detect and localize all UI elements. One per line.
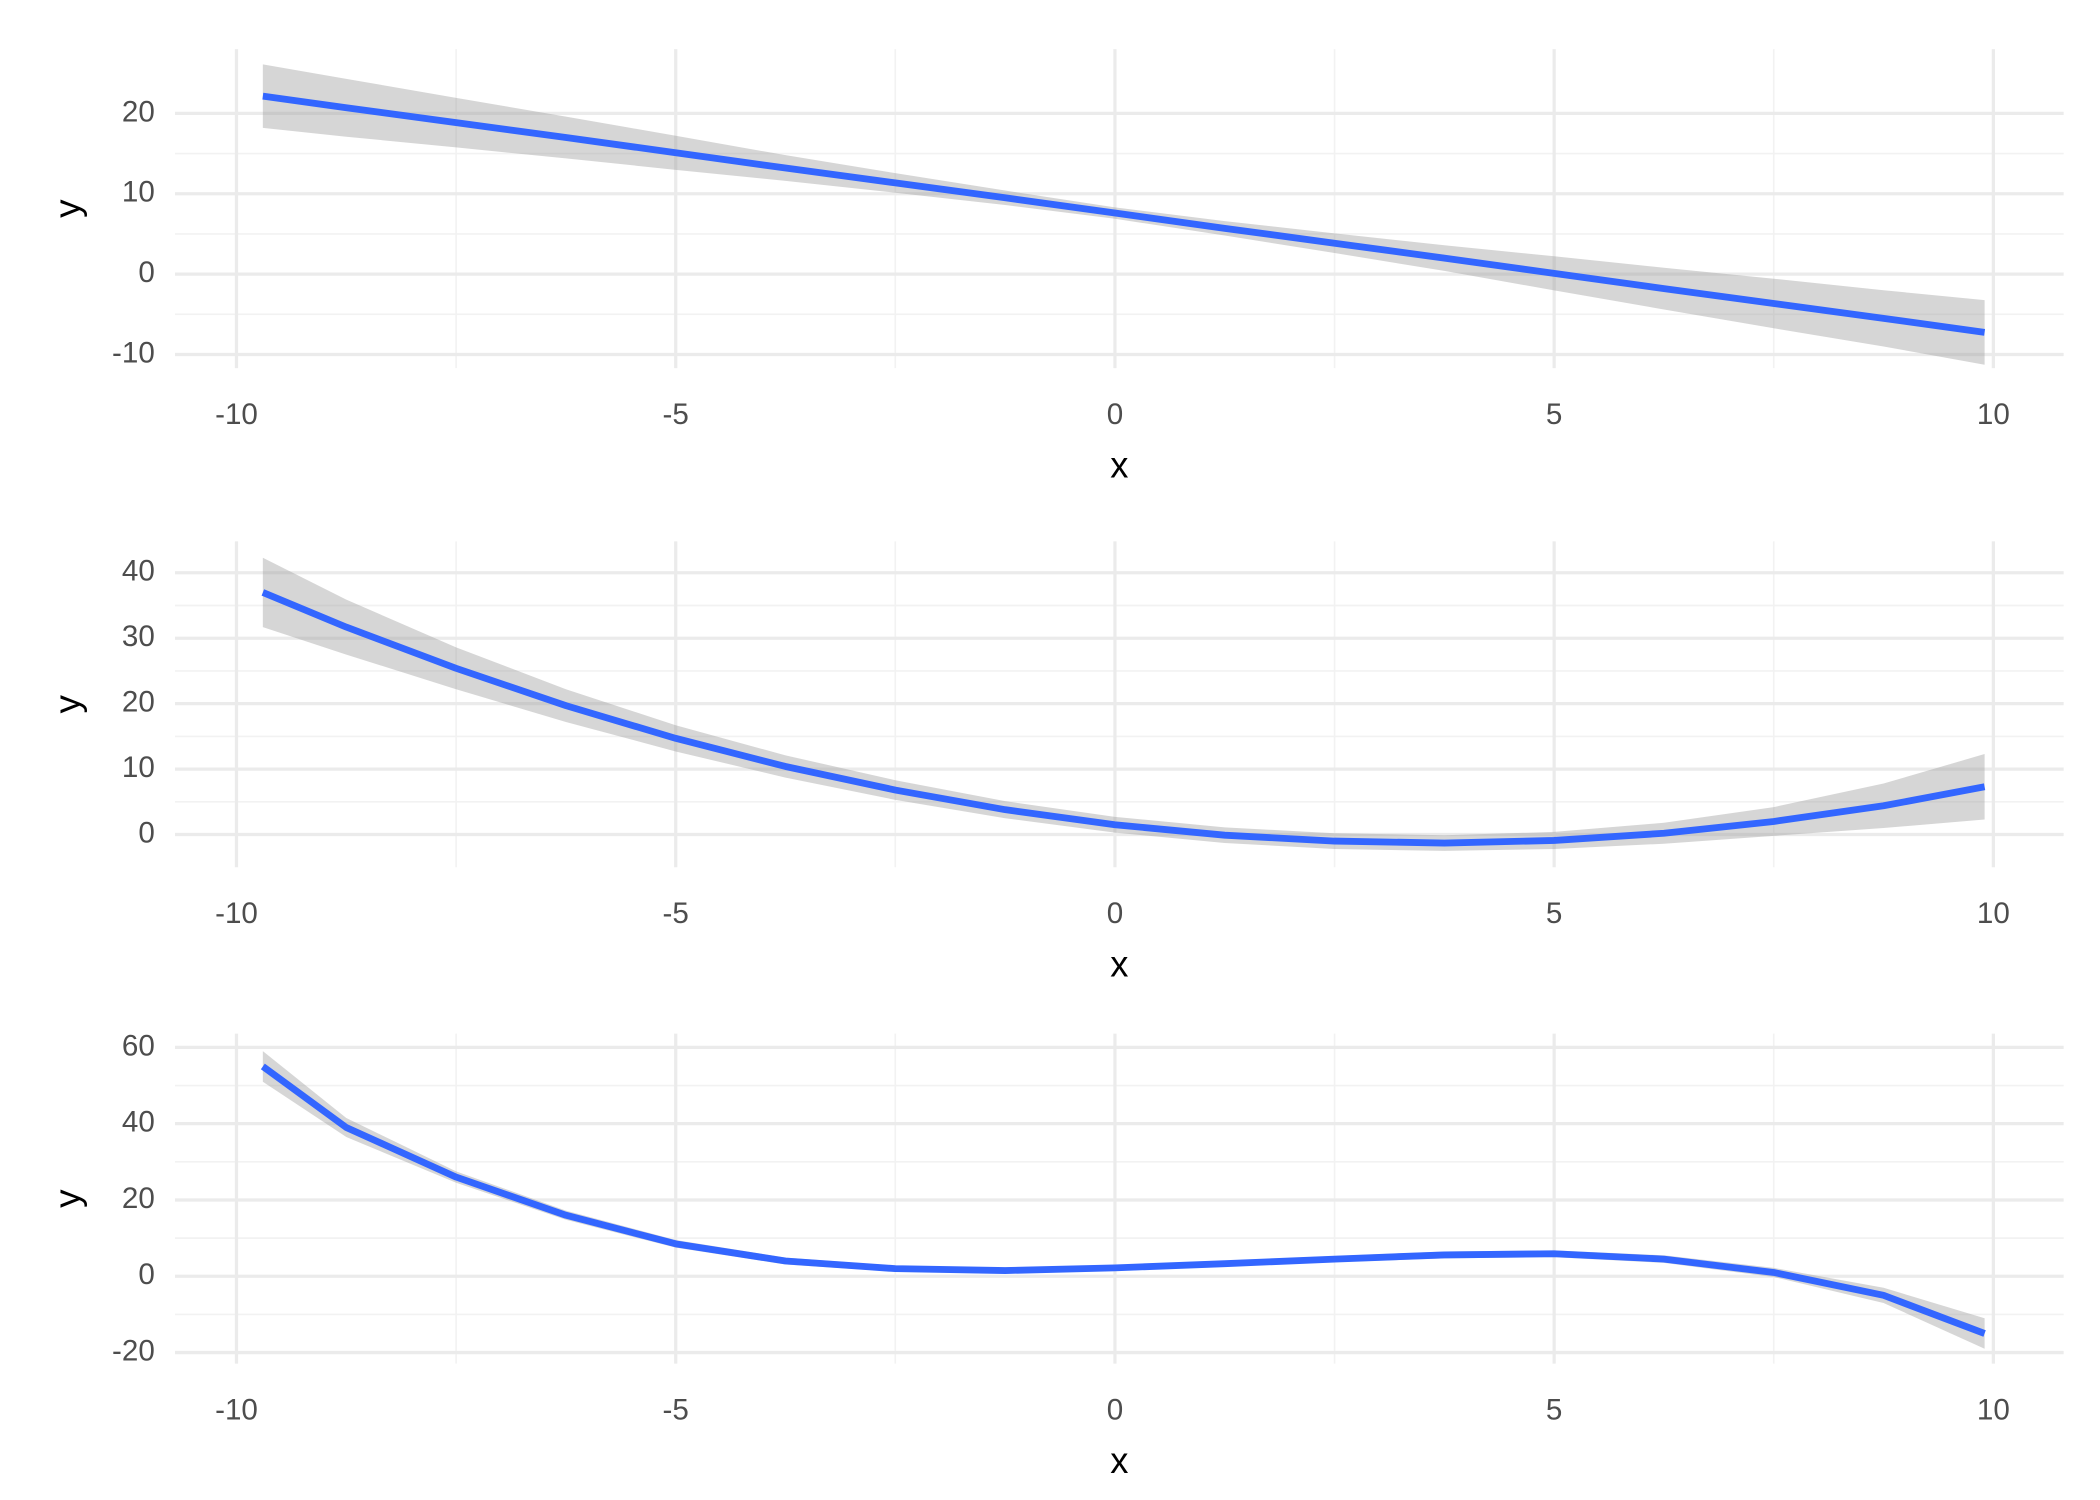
y-tick-label: 0	[138, 816, 154, 849]
x-axis-title: x	[1110, 1440, 1128, 1481]
x-tick-label: 0	[1107, 1393, 1123, 1426]
x-axis-title: x	[1110, 444, 1128, 485]
y-axis-title: y	[47, 694, 88, 713]
x-tick-label: 5	[1546, 897, 1562, 930]
x-tick-label: -5	[663, 897, 689, 930]
y-tick-label: 20	[122, 1182, 155, 1215]
y-tick-label: 30	[122, 620, 155, 653]
x-tick-label: -5	[663, 1393, 689, 1426]
x-tick-label: 0	[1107, 398, 1123, 431]
x-tick-label: 5	[1546, 1393, 1562, 1426]
y-axis-title: y	[47, 199, 88, 218]
line	[261, 589, 1986, 847]
x-tick-label: -10	[215, 897, 258, 930]
x-tick-label: 5	[1546, 398, 1562, 431]
x-tick-label: 0	[1107, 897, 1123, 930]
confidence-band	[262, 557, 1985, 851]
x-tick-label: 10	[1977, 398, 2010, 431]
y-tick-label: -10	[112, 336, 155, 369]
x-tick-label: -10	[215, 398, 258, 431]
y-axis-title: y	[47, 1189, 88, 1208]
line	[260, 1063, 1986, 1337]
x-tick-label: -5	[663, 398, 689, 431]
x-tick-label: 10	[1977, 897, 2010, 930]
y-tick-label: 60	[122, 1029, 155, 1062]
y-tick-label: 40	[122, 1105, 155, 1138]
x-tick-label: 10	[1977, 1393, 2010, 1426]
y-tick-label: 20	[122, 685, 155, 718]
y-tick-label: 10	[122, 176, 155, 209]
x-axis-title: x	[1110, 943, 1128, 984]
y-tick-label: 40	[122, 555, 155, 588]
y-tick-label: 0	[138, 256, 154, 289]
x-tick-label: -10	[215, 1393, 258, 1426]
y-tick-label: -20	[112, 1334, 155, 1367]
y-tick-label: 10	[122, 751, 155, 784]
line	[262, 92, 1986, 336]
y-tick-label: 0	[138, 1258, 154, 1291]
y-tick-label: 20	[122, 95, 155, 128]
